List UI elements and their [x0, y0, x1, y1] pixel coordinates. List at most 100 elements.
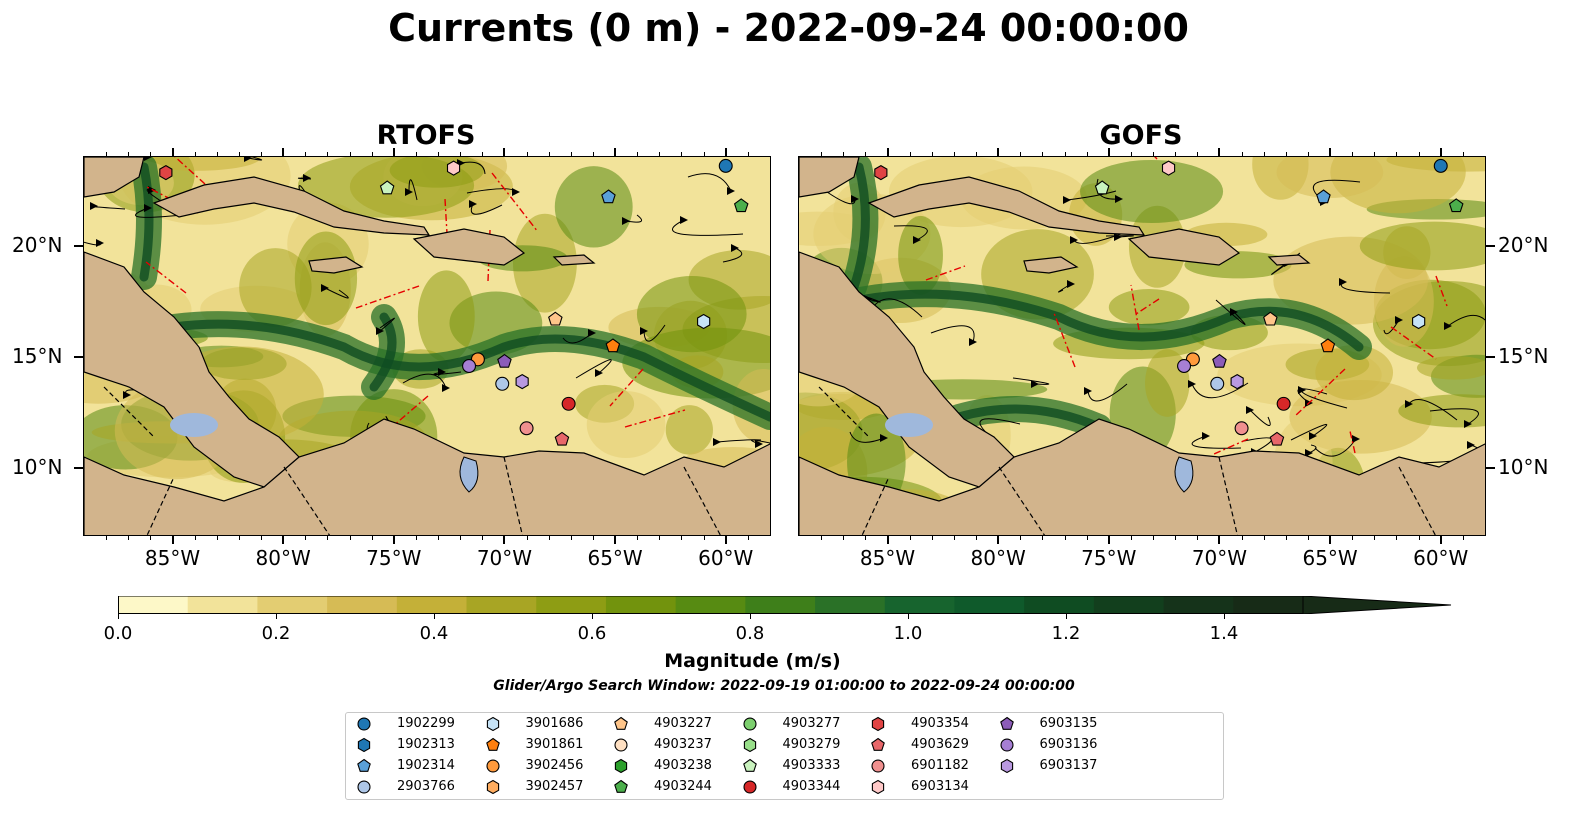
minor-tick: [1263, 152, 1265, 157]
lon-tick-label: 75°W: [366, 546, 422, 570]
legend-item: 4903333: [740, 757, 865, 775]
minor-tick: [305, 535, 307, 540]
colorbar-tick-label: 1.4: [1209, 623, 1239, 644]
colorbar-segment: [675, 596, 746, 614]
circle-marker-icon: [742, 717, 757, 731]
float-marker-3901861: [1320, 338, 1336, 353]
legend-label: 4903227: [654, 716, 712, 731]
minor-tick: [1263, 535, 1265, 540]
legend-marker-3901861: [485, 737, 500, 751]
minor-tick: [821, 152, 823, 157]
legend-item: 6903136: [997, 736, 1122, 754]
minor-tick: [1175, 152, 1177, 157]
colorbar-tick-label: 1.2: [1051, 623, 1081, 644]
float-marker-6901182: [1234, 421, 1249, 436]
minor-tick: [238, 535, 240, 540]
land-mass: [308, 256, 364, 274]
minor-tick: [172, 535, 174, 540]
legend-marker-4903333: [742, 758, 757, 772]
minor-tick: [482, 152, 484, 157]
float-marker-1902314: [1316, 189, 1331, 204]
lat-tick-label: 15°N: [1498, 344, 1549, 369]
lon-tick-label: 60°W: [698, 546, 754, 570]
land-mass: [799, 251, 1015, 488]
colorbar-segment: [1233, 596, 1304, 614]
circle-marker-icon: [742, 780, 757, 794]
float-marker-3901686: [697, 313, 711, 330]
float-marker-2903766: [1210, 376, 1225, 391]
minor-tick: [305, 152, 307, 157]
minor-tick: [415, 535, 417, 540]
lon-tick-label: 75°W: [1081, 546, 1137, 570]
figure-title: Currents (0 m) - 2022-09-24 00:00:00: [388, 6, 1189, 50]
minor-tick: [1352, 535, 1354, 540]
minor-tick: [1307, 152, 1309, 157]
lon-tick-label: 70°W: [1191, 546, 1248, 570]
minor-tick: [1330, 535, 1332, 540]
legend-item: 1902299: [354, 715, 479, 733]
pentagon-marker-icon: [742, 758, 757, 772]
float-marker-6903136: [1177, 359, 1192, 374]
minor-tick: [887, 152, 889, 157]
hexagon-marker-icon: [486, 716, 499, 732]
legend-item: 4903629: [868, 736, 993, 754]
lat-tick-mark: [74, 356, 83, 359]
minor-tick: [570, 152, 572, 157]
legend-marker-4903354: [871, 716, 885, 732]
legend-label: 4903333: [782, 758, 841, 773]
float-marker-6903134: [1161, 160, 1176, 176]
legend-marker-3901686: [486, 716, 499, 732]
colorbar-segment: [257, 596, 328, 614]
float-marker-6903136: [462, 359, 477, 374]
legend-label: 4903629: [911, 737, 969, 752]
legend-label: 4903244: [654, 779, 712, 794]
pentagon-marker-icon: [871, 737, 885, 751]
minor-tick: [592, 152, 594, 157]
lat-tick-label: 20°N: [12, 232, 63, 257]
minor-tick: [1086, 152, 1088, 157]
pentagon-marker-icon: [614, 779, 628, 793]
colorbar-segment: [1024, 596, 1095, 614]
minor-tick: [865, 535, 867, 540]
legend-marker-4903238: [614, 758, 628, 774]
legend-label: 1902299: [397, 716, 455, 731]
minor-tick: [349, 152, 351, 157]
minor-tick: [106, 152, 108, 157]
legend-item: 4903238: [611, 757, 736, 775]
minor-tick: [1440, 152, 1442, 157]
legend-item: 4903344: [740, 778, 865, 796]
legend-label: 6903134: [911, 779, 969, 794]
colorbar-segment: [954, 596, 1025, 614]
hexagon-marker-icon: [1000, 758, 1013, 774]
minor-tick: [283, 152, 285, 157]
lon-tick-label: 80°W: [970, 546, 1026, 570]
minor-tick: [1285, 535, 1287, 540]
colorbar-segment: [815, 596, 886, 614]
legend-item: 4903277: [740, 715, 865, 733]
minor-tick: [1064, 535, 1066, 540]
minor-tick: [283, 535, 285, 540]
legend-label: 6903137: [1039, 758, 1098, 773]
minor-tick: [637, 152, 639, 157]
panel-title-rtofs: RTOFS: [376, 120, 476, 151]
lat-tick-mark: [1486, 467, 1495, 470]
minor-tick: [909, 152, 911, 157]
colorbar-tick-mark: [907, 614, 909, 619]
minor-tick: [747, 535, 749, 540]
hexagon-marker-icon: [871, 779, 885, 795]
float-marker-1902299: [1433, 158, 1448, 173]
minor-tick: [438, 152, 440, 157]
minor-tick: [909, 535, 911, 540]
minor-tick: [998, 152, 1000, 157]
colorbar-tick-label: 0.4: [419, 623, 449, 644]
minor-tick: [1462, 152, 1464, 157]
circle-marker-icon: [614, 738, 628, 752]
legend-marker-3902456: [485, 759, 500, 773]
colorbar-tick-mark: [433, 614, 435, 619]
minor-tick: [393, 535, 395, 540]
minor-tick: [1130, 152, 1132, 157]
minor-tick: [504, 152, 506, 157]
pentagon-marker-icon: [485, 737, 500, 751]
minor-tick: [725, 152, 727, 157]
hexagon-marker-icon: [871, 716, 885, 732]
